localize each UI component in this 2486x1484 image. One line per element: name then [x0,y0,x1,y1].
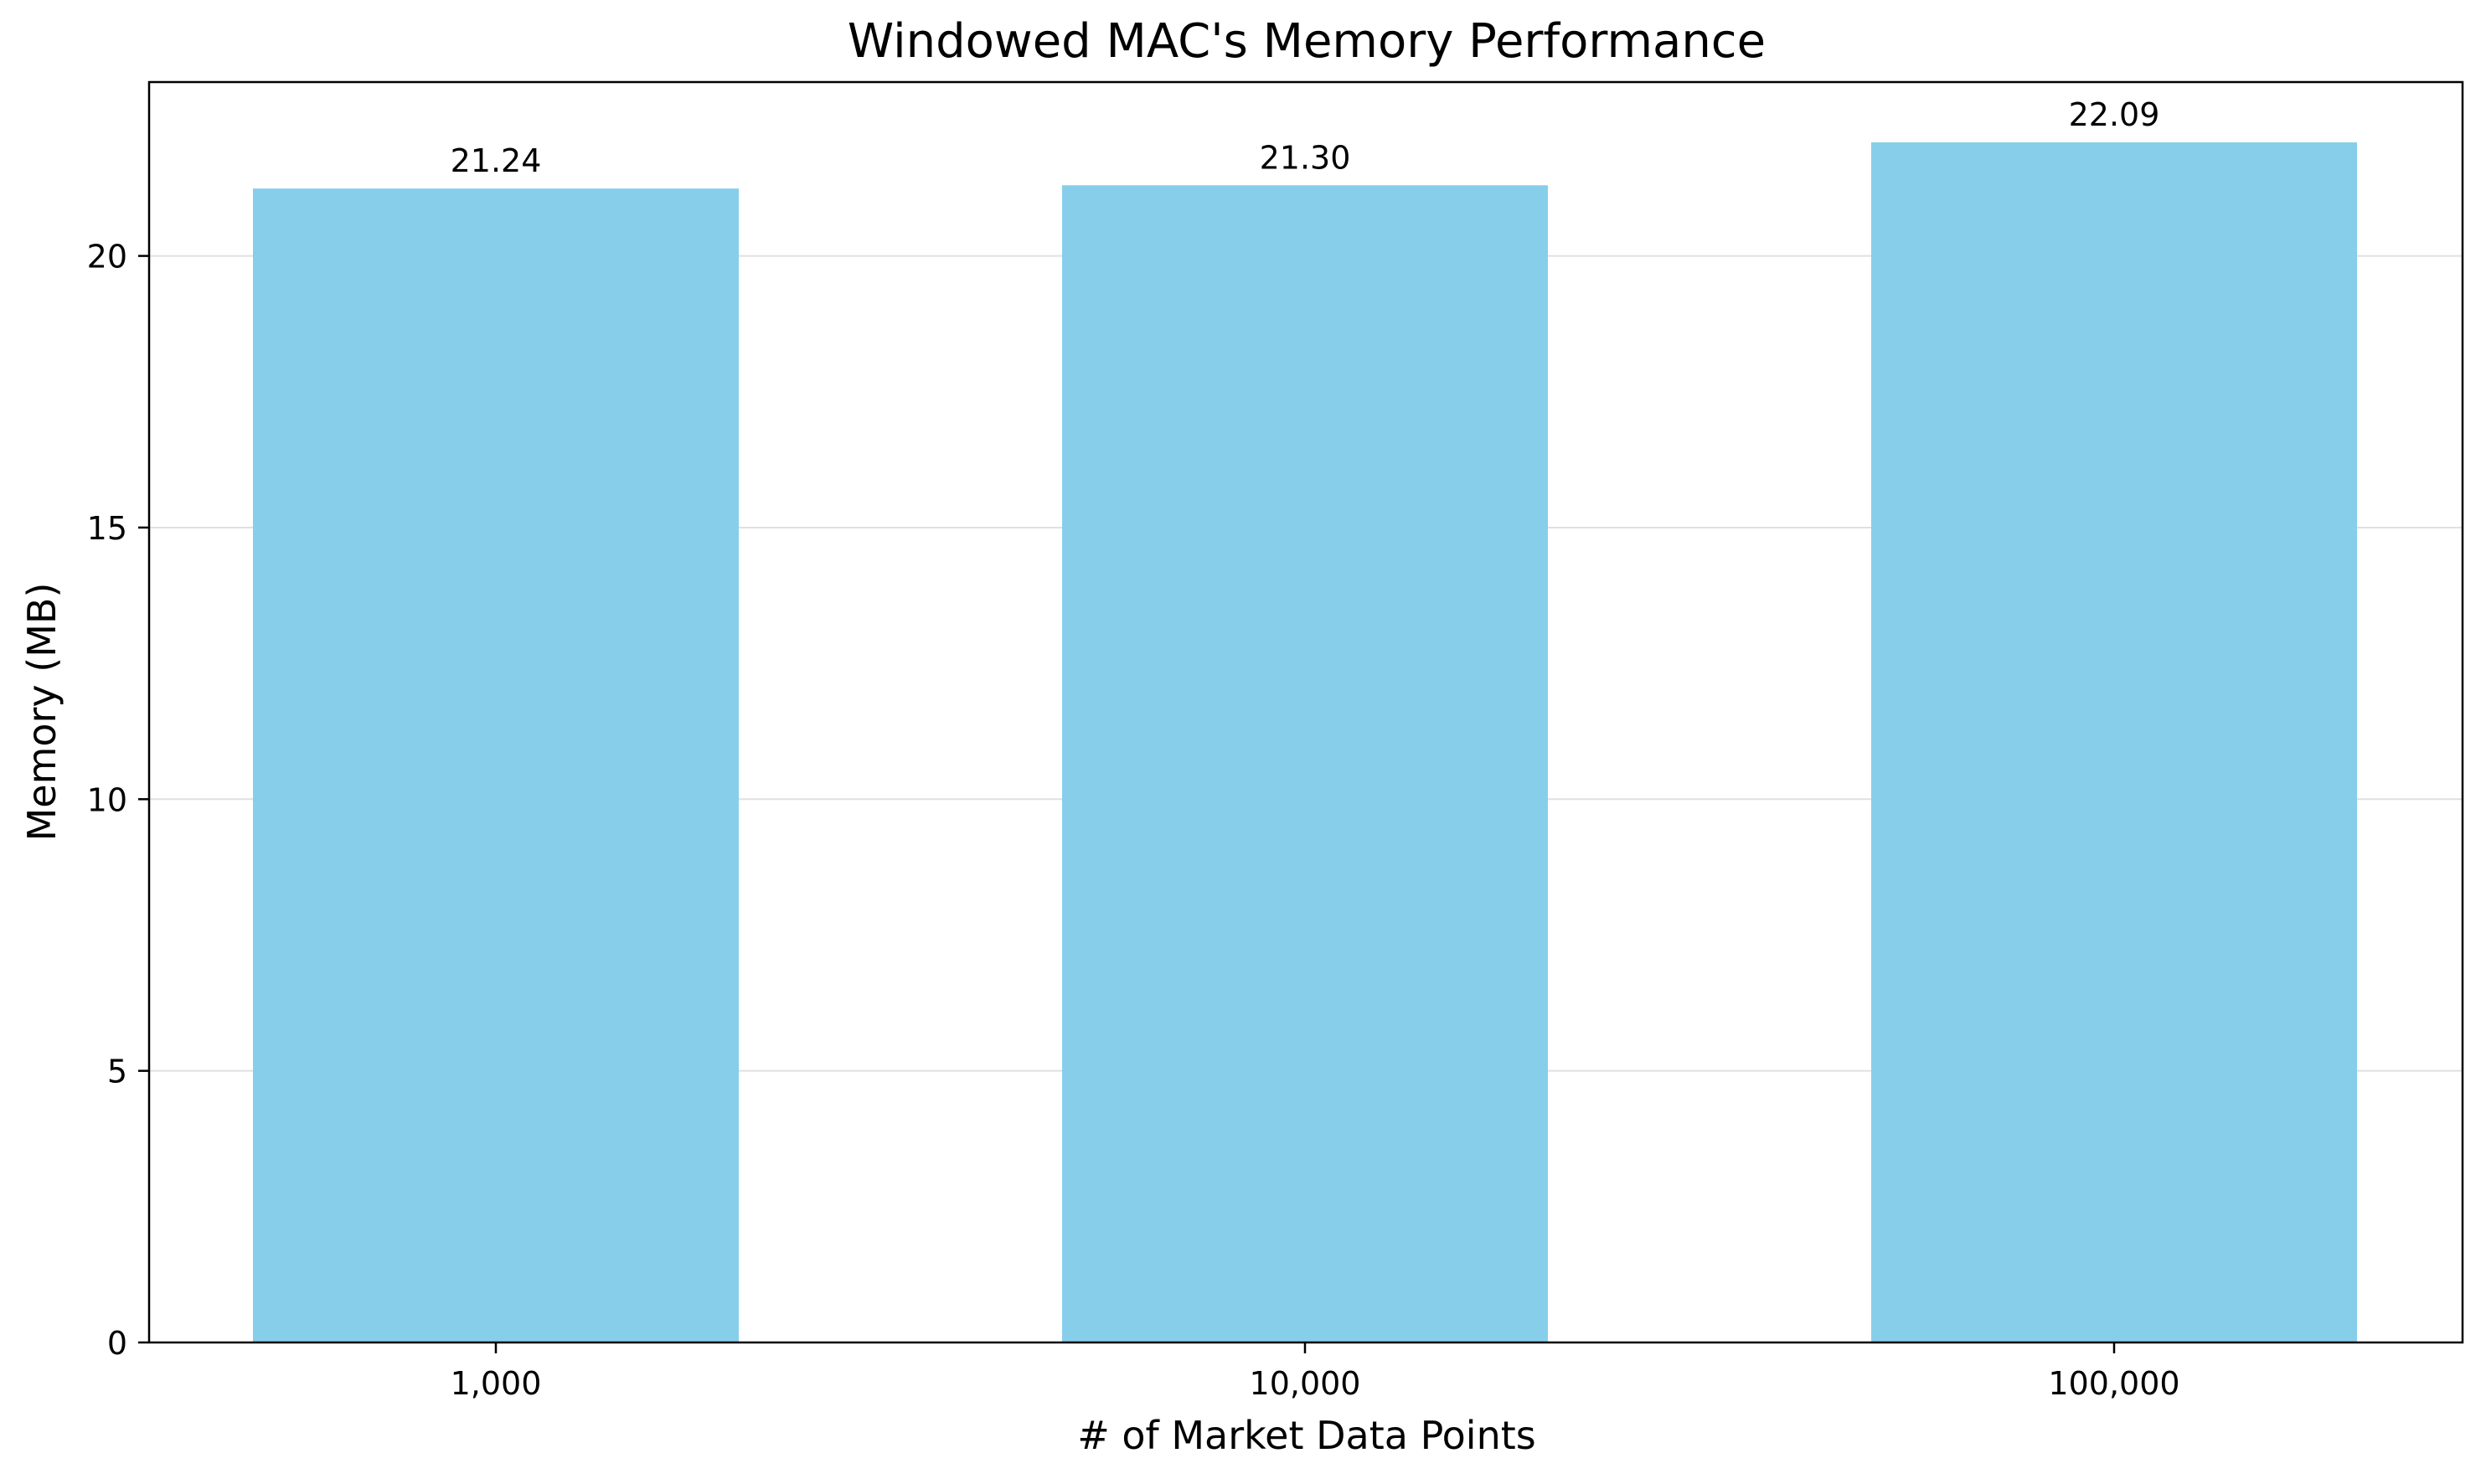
bar [1871,142,2357,1342]
x-tick-label: 1,000 [451,1365,542,1402]
bar-value-label: 22.09 [2069,96,2160,133]
bar [253,188,739,1343]
x-axis-label: # of Market Data Points [1077,1413,1536,1458]
x-tick-label: 100,000 [2048,1365,2179,1402]
x-axis-ticks: 1,000 10,000 100,000 [451,1342,2180,1402]
bar-value-label: 21.30 [1260,139,1351,176]
y-tick-label: 0 [107,1325,127,1362]
bar [1062,185,1548,1343]
y-tick-label: 5 [107,1054,127,1090]
chart-title: Windowed MAC's Memory Performance [848,14,1766,69]
y-axis-ticks: 0 5 10 15 20 [87,239,149,1362]
bar-value-label: 21.24 [451,142,542,179]
bars [253,142,2357,1343]
y-tick-label: 20 [87,239,127,276]
y-tick-label: 10 [87,781,127,818]
y-axis-label: Memory (MB) [19,583,64,842]
value-labels: 21.24 21.30 22.09 [451,96,2160,179]
x-tick-label: 10,000 [1250,1365,1361,1402]
y-tick-label: 15 [87,510,127,547]
